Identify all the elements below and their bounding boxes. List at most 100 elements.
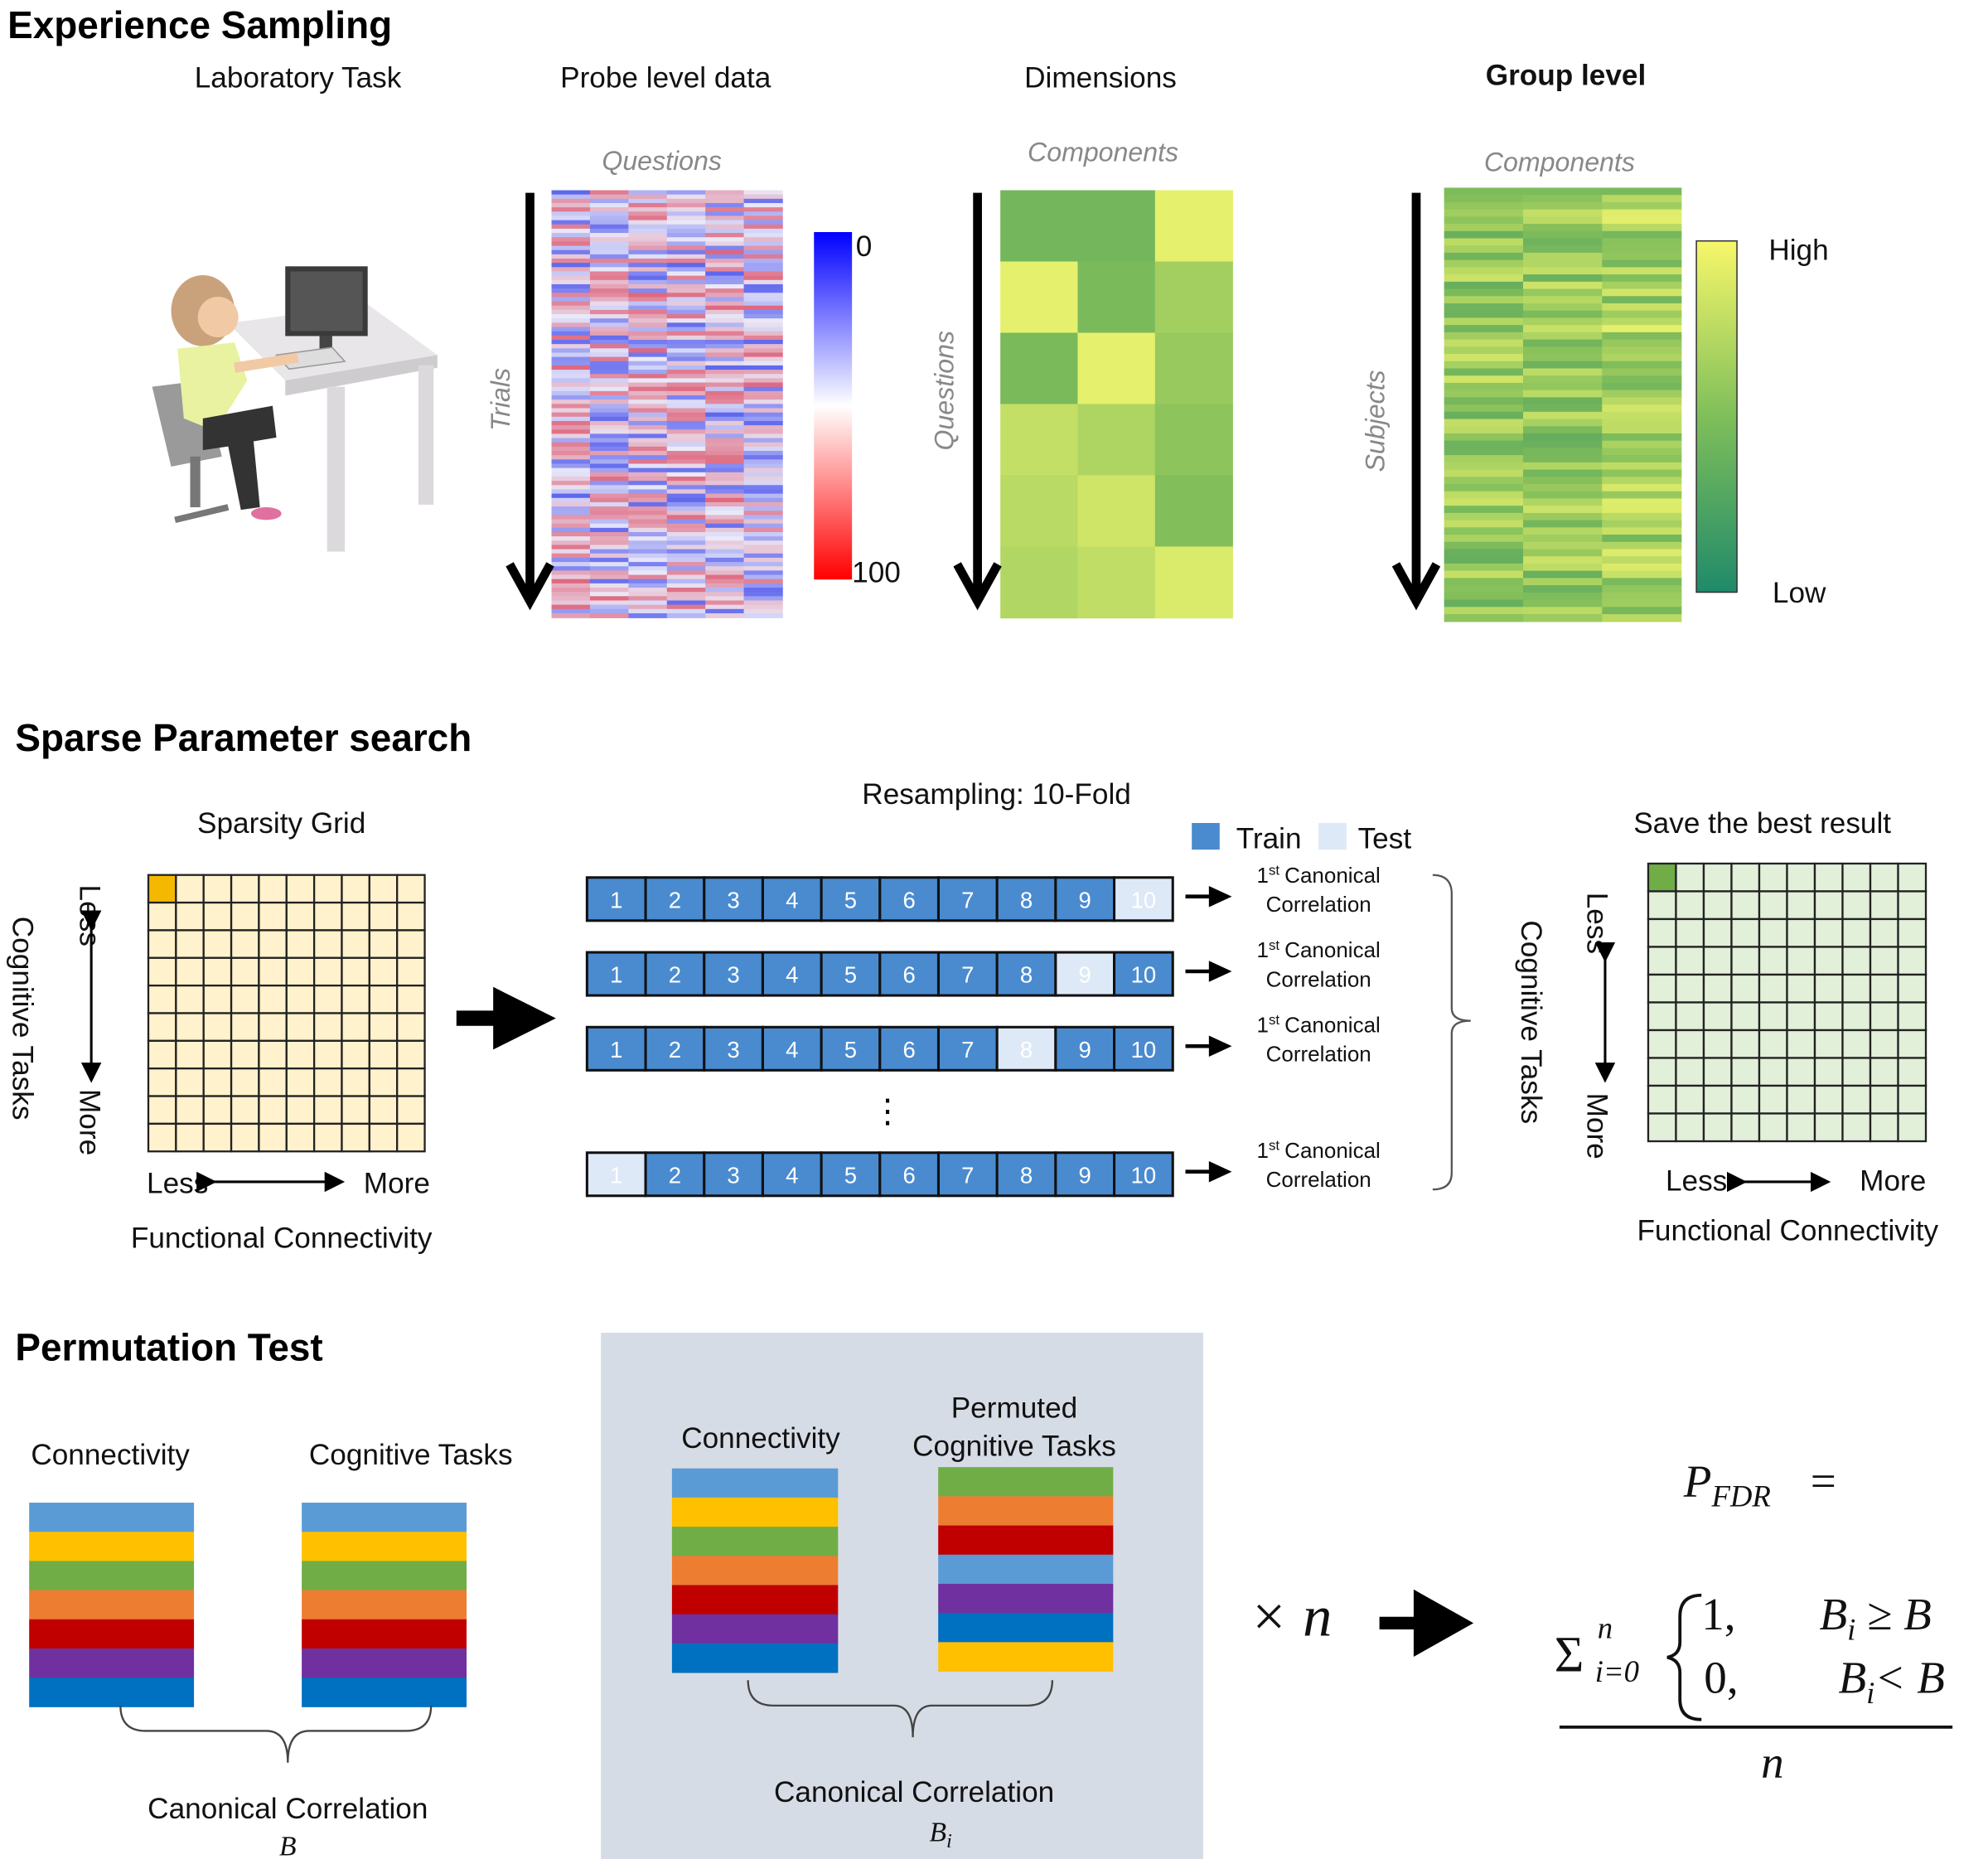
fold-label: 1 bbox=[610, 887, 622, 913]
heat-cell bbox=[589, 608, 630, 614]
heat-cell bbox=[589, 485, 630, 491]
heat-cell bbox=[589, 207, 630, 213]
heat-cell bbox=[743, 536, 783, 542]
heat-cell bbox=[551, 254, 591, 259]
grid-cell bbox=[175, 1095, 205, 1126]
heat-cell bbox=[628, 283, 668, 289]
heat-cell bbox=[743, 549, 783, 554]
grid-cell bbox=[258, 1012, 288, 1042]
heat-cell bbox=[705, 267, 745, 273]
fold-cell bbox=[1054, 1151, 1116, 1198]
heat-cell bbox=[705, 237, 745, 243]
grid-cell bbox=[312, 984, 343, 1014]
heat-cell bbox=[666, 425, 706, 431]
heat-cell bbox=[743, 271, 783, 277]
stripe bbox=[29, 1561, 195, 1591]
heat-cell bbox=[666, 540, 706, 546]
heat-cell bbox=[743, 553, 783, 559]
heat-cell bbox=[589, 378, 630, 384]
heat-cell bbox=[589, 365, 630, 370]
heat-cell bbox=[666, 476, 706, 482]
grid-cell bbox=[1841, 946, 1872, 976]
heat-cell bbox=[1602, 527, 1682, 535]
grid-cell bbox=[368, 984, 399, 1014]
heat-cell bbox=[1444, 195, 1524, 203]
grid-cell bbox=[1813, 946, 1844, 976]
heat-cell bbox=[551, 233, 591, 239]
heat-cell bbox=[1602, 484, 1682, 492]
heat-cell bbox=[1444, 382, 1524, 391]
heat-cell bbox=[666, 382, 706, 388]
grid-cell bbox=[1647, 946, 1677, 976]
grid-cell bbox=[341, 1067, 370, 1097]
heat-cell bbox=[589, 596, 630, 602]
stripe bbox=[938, 1525, 1114, 1556]
heat-cell bbox=[743, 574, 783, 580]
heat-cell bbox=[743, 592, 783, 598]
grid-cell bbox=[1702, 1084, 1733, 1115]
stripe bbox=[302, 1619, 467, 1649]
heat-cell bbox=[551, 374, 591, 380]
heat-cell bbox=[1444, 252, 1524, 261]
heat-cell bbox=[705, 352, 745, 358]
heat-cell bbox=[666, 254, 706, 259]
heat-cell bbox=[705, 545, 745, 550]
fold-label: 6 bbox=[902, 1162, 915, 1188]
fold-cell bbox=[1113, 951, 1174, 997]
formula-denominator: n bbox=[1761, 1737, 1784, 1788]
grid-cell bbox=[1702, 862, 1733, 893]
stripe bbox=[671, 1556, 839, 1585]
heat-cell bbox=[705, 416, 745, 422]
result-label: Canonical Correlation bbox=[148, 1793, 428, 1825]
grid-cell bbox=[1758, 1084, 1788, 1115]
heat-cell bbox=[1522, 296, 1603, 304]
heat-cell bbox=[666, 596, 706, 602]
heat-cell bbox=[743, 604, 783, 610]
heat-cell bbox=[743, 566, 783, 572]
grid-cell bbox=[368, 874, 399, 904]
heat-cell bbox=[628, 562, 668, 568]
heat-cell bbox=[666, 378, 706, 384]
formula: PFDR = Σ n i=0 1, Bi ≥ B 0, Bi< B n bbox=[1555, 1455, 1953, 1788]
heat-cell bbox=[705, 446, 745, 452]
grid-cell bbox=[1813, 1112, 1844, 1143]
probe-heatmap bbox=[551, 190, 783, 618]
formula-lhs: PFDR bbox=[1683, 1455, 1771, 1513]
grid-cell bbox=[341, 1095, 370, 1126]
heat-cell bbox=[666, 322, 706, 328]
heat-cell bbox=[589, 442, 630, 448]
heat-cell bbox=[551, 190, 591, 196]
heat-cell bbox=[589, 493, 630, 499]
heat-cell bbox=[628, 241, 668, 247]
heat-cell bbox=[743, 399, 783, 405]
heat-cell bbox=[551, 237, 591, 243]
heat-cell bbox=[666, 472, 706, 477]
heat-cell bbox=[551, 288, 591, 294]
grid-cell bbox=[230, 874, 260, 904]
heat-cell bbox=[1522, 195, 1603, 203]
fold-label: 1 bbox=[610, 1037, 622, 1063]
heat-cell bbox=[666, 588, 706, 593]
grid-cell bbox=[1675, 1001, 1705, 1032]
grid-cell bbox=[1869, 917, 1899, 948]
grid-cell bbox=[1730, 890, 1761, 921]
subscript: FDR bbox=[1710, 1479, 1770, 1513]
heat-cell bbox=[628, 438, 668, 443]
heat-cell bbox=[743, 335, 783, 341]
heat-cell bbox=[628, 511, 668, 516]
heat-cell bbox=[705, 331, 745, 336]
grid-cell bbox=[312, 1067, 343, 1097]
heat-cell bbox=[551, 309, 591, 315]
heat-cell bbox=[1077, 332, 1156, 405]
grid-cell bbox=[1897, 1112, 1928, 1143]
heat-cell bbox=[743, 318, 783, 324]
axis-end-label: More bbox=[73, 1089, 105, 1155]
grid-cell bbox=[285, 874, 316, 904]
grid-cell bbox=[230, 1012, 260, 1042]
heat-cell bbox=[743, 241, 783, 247]
heat-cell bbox=[705, 527, 745, 533]
heat-cell bbox=[1602, 512, 1682, 521]
heat-cell bbox=[1000, 475, 1079, 548]
grid-cell bbox=[1813, 1001, 1844, 1032]
grid-cell bbox=[1786, 946, 1816, 976]
